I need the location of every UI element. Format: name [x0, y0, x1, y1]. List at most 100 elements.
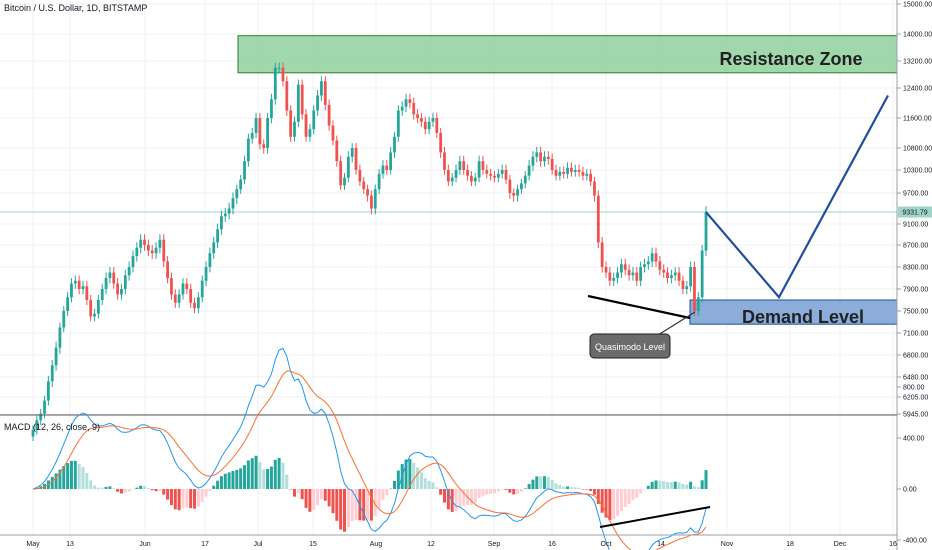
candle[interactable] — [404, 93, 408, 113]
candle[interactable] — [473, 173, 477, 187]
candle[interactable] — [531, 151, 535, 171]
candle[interactable] — [350, 143, 354, 163]
candle[interactable] — [116, 278, 120, 300]
candle[interactable] — [423, 116, 427, 135]
candle[interactable] — [308, 124, 312, 142]
candle[interactable] — [127, 261, 131, 281]
candle[interactable] — [366, 184, 369, 202]
candle[interactable] — [400, 101, 404, 116]
candle[interactable] — [627, 264, 631, 281]
candle[interactable] — [273, 62, 277, 105]
candle[interactable] — [377, 169, 381, 194]
candle[interactable] — [685, 281, 689, 295]
candle[interactable] — [204, 261, 208, 287]
candle[interactable] — [277, 62, 281, 74]
candle[interactable] — [450, 173, 454, 187]
candle[interactable] — [496, 169, 500, 183]
candle[interactable] — [443, 146, 446, 175]
candle[interactable] — [85, 281, 89, 306]
candle[interactable] — [481, 155, 485, 175]
candle[interactable] — [566, 162, 569, 179]
candle[interactable] — [281, 62, 285, 87]
candle[interactable] — [604, 261, 608, 278]
candle[interactable] — [246, 133, 250, 167]
candle[interactable] — [62, 306, 66, 333]
candle[interactable] — [416, 108, 419, 124]
candle[interactable] — [581, 166, 585, 181]
candle[interactable] — [616, 267, 619, 284]
candle[interactable] — [439, 127, 443, 159]
candle[interactable] — [527, 160, 531, 181]
candle[interactable] — [500, 164, 504, 179]
candle[interactable] — [262, 139, 266, 154]
candle[interactable] — [46, 375, 50, 406]
candle[interactable] — [158, 234, 162, 254]
candle[interactable] — [669, 269, 673, 284]
candle[interactable] — [189, 283, 193, 308]
candle[interactable] — [200, 275, 204, 303]
candle[interactable] — [431, 112, 435, 127]
candle[interactable] — [185, 278, 189, 295]
candle[interactable] — [639, 261, 643, 287]
candle[interactable] — [677, 267, 681, 287]
candle[interactable] — [289, 105, 293, 142]
candle[interactable] — [493, 171, 496, 183]
candle[interactable] — [470, 171, 473, 187]
candle[interactable] — [293, 116, 296, 142]
candle[interactable] — [673, 267, 677, 281]
candle[interactable] — [577, 164, 581, 177]
candle[interactable] — [662, 264, 666, 278]
candle[interactable] — [504, 164, 508, 185]
candle[interactable] — [231, 192, 235, 215]
candle[interactable] — [239, 174, 243, 194]
candle[interactable] — [389, 146, 393, 175]
candle[interactable] — [31, 425, 35, 441]
candle[interactable] — [162, 234, 166, 268]
candle[interactable] — [300, 79, 304, 120]
candle[interactable] — [112, 267, 116, 289]
candle[interactable] — [427, 116, 431, 135]
candle[interactable] — [623, 258, 627, 276]
candle[interactable] — [81, 281, 85, 295]
candle[interactable] — [339, 155, 343, 190]
candle[interactable] — [139, 234, 143, 254]
candle[interactable] — [681, 275, 685, 295]
candle[interactable] — [393, 131, 396, 159]
candle[interactable] — [35, 415, 39, 435]
candle[interactable] — [250, 127, 254, 144]
candle[interactable] — [304, 108, 308, 142]
candle[interactable] — [650, 247, 654, 268]
candle[interactable] — [485, 164, 489, 179]
candle[interactable] — [654, 247, 658, 268]
candle[interactable] — [196, 292, 200, 314]
candle[interactable] — [146, 239, 150, 257]
candle[interactable] — [693, 261, 696, 316]
candle[interactable] — [546, 151, 550, 165]
candle[interactable] — [73, 275, 77, 289]
candle[interactable] — [619, 258, 623, 278]
candle[interactable] — [66, 292, 70, 316]
candle[interactable] — [596, 190, 600, 249]
candle[interactable] — [554, 164, 558, 181]
candle[interactable] — [270, 93, 273, 124]
candle[interactable] — [704, 206, 708, 257]
candle[interactable] — [508, 174, 512, 200]
candle[interactable] — [54, 341, 58, 371]
candle[interactable] — [612, 272, 616, 287]
candle[interactable] — [181, 278, 185, 300]
candle[interactable] — [585, 169, 589, 181]
candle[interactable] — [689, 261, 693, 292]
candle[interactable] — [173, 289, 177, 308]
candle[interactable] — [150, 244, 154, 259]
candle[interactable] — [520, 178, 523, 194]
candle[interactable] — [550, 153, 554, 175]
candle[interactable] — [320, 76, 323, 101]
candle[interactable] — [154, 242, 158, 259]
candle[interactable] — [489, 169, 493, 181]
candle[interactable] — [131, 250, 135, 273]
candle[interactable] — [373, 184, 377, 215]
candle[interactable] — [696, 292, 700, 316]
candle[interactable] — [108, 267, 112, 284]
candle[interactable] — [316, 90, 319, 116]
